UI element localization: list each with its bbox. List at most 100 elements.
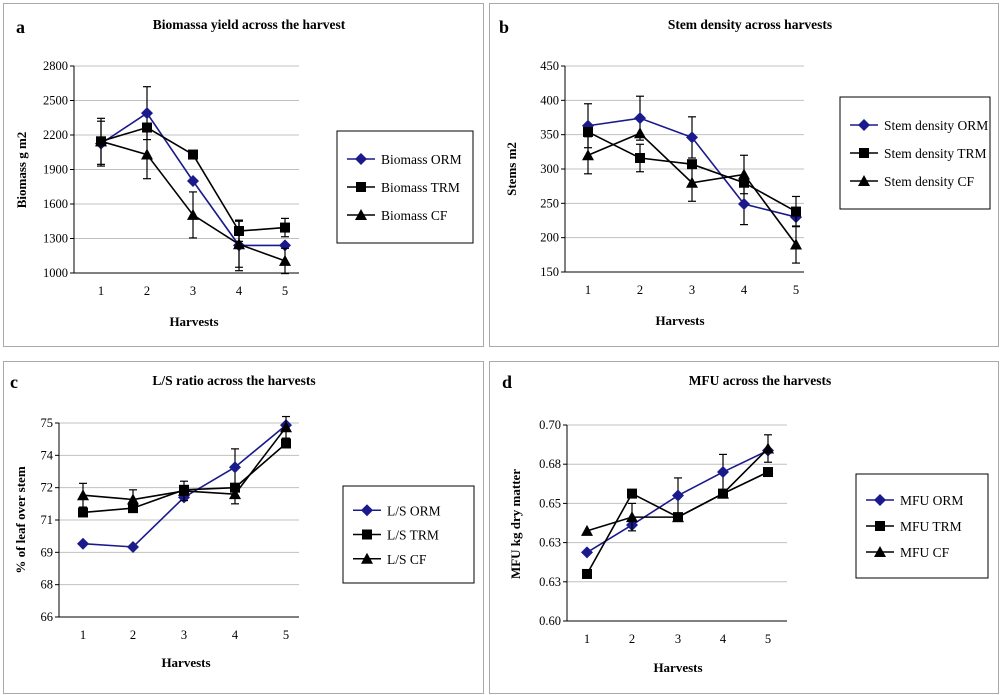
- chart-title: L/S ratio across the harvests: [152, 373, 315, 388]
- legend-marker: [874, 494, 886, 506]
- data-point: [582, 149, 594, 161]
- data-point: [279, 254, 291, 266]
- data-point: [583, 126, 593, 137]
- x-tick-label: 4: [720, 632, 727, 646]
- x-tick-label: 1: [98, 284, 104, 298]
- legend-label: L/S ORM: [387, 503, 441, 518]
- y-tick-label: 72: [41, 481, 54, 495]
- y-tick-label: 75: [41, 416, 54, 430]
- x-axis-label: Harvests: [655, 313, 704, 328]
- panel-b: b Stem density across harvests 150 200 250 30…: [489, 3, 999, 347]
- y-tick-label: 2500: [43, 94, 68, 108]
- legend-label: MFU TRM: [900, 519, 962, 534]
- y-tick-label: 250: [540, 196, 559, 210]
- y-tick-label: 1600: [43, 197, 68, 211]
- y-tick-label: 71: [41, 513, 54, 527]
- y-tick-label: 0.65: [539, 496, 561, 510]
- y-tick-label: 1300: [43, 232, 68, 246]
- legend-label: Stem density ORM: [884, 118, 988, 133]
- y-tick-label: 68: [41, 578, 54, 592]
- legend-marker: [361, 552, 373, 564]
- y-tick-label: 150: [540, 265, 559, 279]
- chart-title: Biomassa yield across the harvest: [153, 17, 346, 32]
- panel-letter: b: [499, 17, 509, 37]
- data-point: [229, 488, 241, 500]
- legend-label: L/S CF: [387, 552, 427, 567]
- x-tick-label: 3: [181, 628, 187, 642]
- x-tick-label: 3: [190, 284, 196, 298]
- x-tick-label: 3: [689, 283, 695, 297]
- y-tick-label: 1900: [43, 163, 68, 177]
- x-axis-label: Harvests: [161, 655, 210, 670]
- data-point: [188, 149, 198, 160]
- data-point: [77, 537, 89, 550]
- data-point: [95, 135, 107, 147]
- data-point: [141, 107, 153, 120]
- data-point: [187, 208, 199, 220]
- legend-marker: [875, 521, 885, 531]
- y-axis-label: Biomass g m2: [14, 132, 29, 209]
- data-point: [717, 466, 729, 479]
- data-point: [581, 546, 593, 559]
- panel-c: c L/S ratio across the harvests 66 68 69 71 72…: [3, 361, 484, 694]
- y-tick-label: 66: [41, 610, 54, 624]
- y-tick-label: 0.68: [539, 457, 561, 471]
- chart-title: Stem density across harvests: [668, 17, 832, 32]
- x-tick-label: 3: [675, 632, 681, 646]
- data-point: [791, 206, 801, 217]
- data-point: [763, 467, 773, 478]
- x-tick-label: 1: [585, 283, 591, 297]
- x-tick-label: 1: [584, 632, 590, 646]
- x-axis-label: Harvests: [653, 660, 702, 675]
- data-point: [78, 507, 88, 518]
- data-point: [634, 127, 646, 139]
- data-point: [627, 488, 637, 499]
- data-point: [77, 489, 89, 501]
- x-tick-label: 2: [130, 628, 136, 642]
- data-point: [738, 198, 750, 211]
- x-tick-label: 5: [793, 283, 799, 297]
- x-axis-label: Harvests: [169, 314, 218, 329]
- legend-marker: [355, 153, 367, 165]
- data-point: [582, 568, 592, 579]
- x-tick-label: 2: [629, 632, 635, 646]
- data-point: [635, 153, 645, 164]
- x-tick-label: 5: [765, 632, 771, 646]
- y-tick-label: 350: [540, 128, 559, 142]
- panel-letter: a: [16, 17, 25, 37]
- x-tick-label: 4: [232, 628, 239, 642]
- data-point: [127, 540, 139, 553]
- x-tick-label: 1: [80, 628, 86, 642]
- y-axis-label: Stems m2: [504, 142, 519, 196]
- legend-label: MFU ORM: [900, 493, 963, 508]
- data-point: [187, 175, 199, 187]
- data-point: [672, 489, 684, 502]
- legend-marker: [356, 182, 366, 192]
- panel-a: a Biomassa yield across the harvest 1000 13…: [3, 3, 484, 347]
- legend-label: L/S TRM: [387, 528, 439, 543]
- chart-b: b Stem density across harvests 150 200 250 30…: [499, 17, 991, 328]
- data-point: [717, 487, 729, 499]
- legend-marker: [858, 175, 870, 186]
- data-point: [762, 442, 774, 454]
- data-point: [280, 222, 290, 233]
- chart-d: d MFU across the harvests 0.60 0.63 0.63 0.65…: [502, 372, 989, 675]
- y-axis-label: % of leaf over stem: [13, 466, 28, 574]
- x-tick-label: 4: [741, 283, 748, 297]
- x-tick-label: 2: [144, 284, 150, 298]
- legend-marker: [874, 546, 886, 557]
- legend-marker: [355, 209, 367, 220]
- legend-label: MFU CF: [900, 545, 950, 560]
- y-tick-label: 74: [41, 448, 54, 462]
- x-tick-label: 4: [236, 284, 243, 298]
- y-tick-label: 450: [540, 59, 559, 73]
- legend-marker: [361, 504, 373, 517]
- data-point: [281, 438, 291, 449]
- y-tick-label: 0.63: [539, 536, 561, 550]
- x-tick-label: 5: [282, 284, 288, 298]
- y-tick-label: 400: [540, 93, 559, 107]
- chart-a: a Biomassa yield across the harvest100013…: [14, 17, 474, 329]
- data-point: [626, 511, 638, 523]
- legend-marker: [858, 119, 870, 131]
- data-point: [634, 112, 646, 125]
